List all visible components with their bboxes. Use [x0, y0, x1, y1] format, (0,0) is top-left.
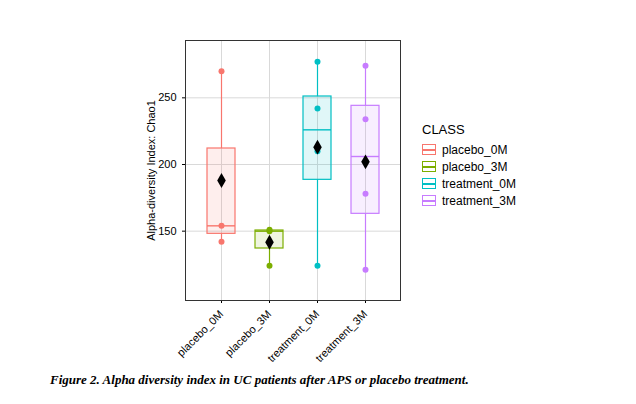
svg-text:placebo_3M: placebo_3M: [223, 308, 274, 359]
html-text:placebo_3M: placebo_3M: [442, 159, 508, 174]
svg-text:250: 250: [158, 91, 176, 103]
svg-text:150: 150: [158, 225, 176, 237]
svg-text:treatment_0M: treatment_0M: [265, 308, 321, 362]
html-text:treatment_3M: treatment_3M: [442, 193, 516, 208]
html-text:CLASS: CLASS: [422, 122, 465, 137]
html-text:placebo_0M: placebo_0M: [442, 142, 508, 157]
html-text:Figure 2. Alpha diversity inde: Figure 2. Alpha diversity index in UC pa…: [50, 372, 469, 387]
svg-text:placebo_0M: placebo_0M: [175, 308, 226, 359]
html-text:treatment_0M: treatment_0M: [442, 176, 516, 191]
svg-text:treatment_3M: treatment_3M: [313, 308, 369, 362]
svg-text:Alpha-diversity Index: Chao1: Alpha-diversity Index: Chao1: [145, 100, 157, 241]
svg-text:200: 200: [158, 158, 176, 170]
html-text:A: A: [100, 8, 115, 33]
